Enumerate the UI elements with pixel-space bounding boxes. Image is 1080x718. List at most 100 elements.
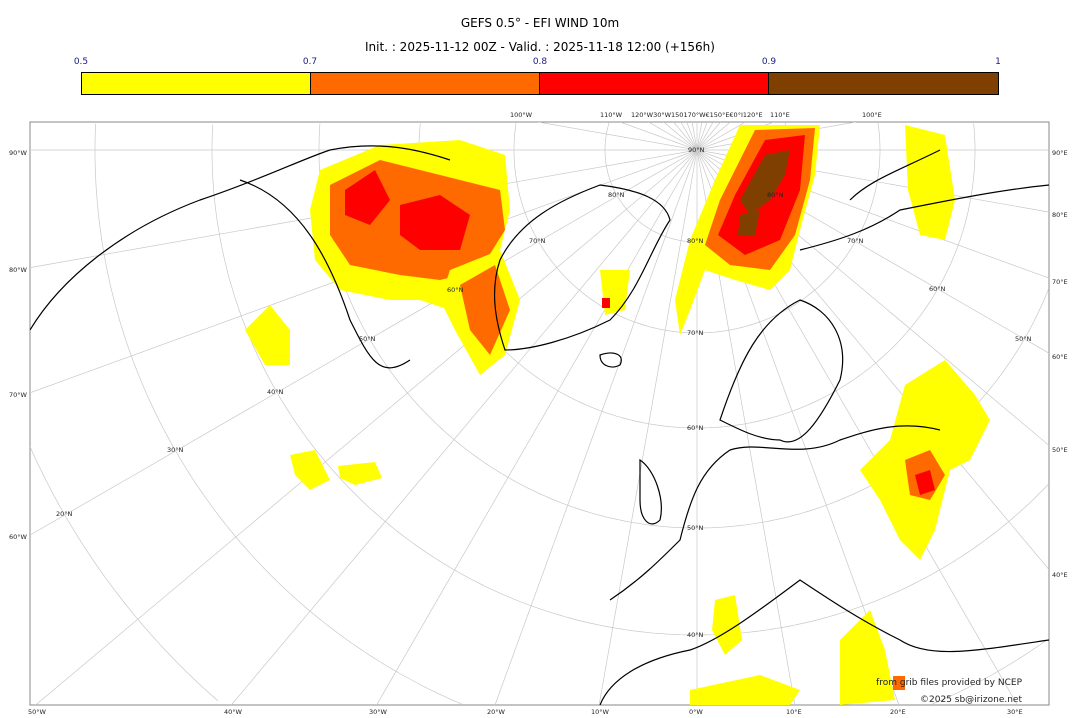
meridian-line	[619, 122, 698, 151]
latitude-circle	[513, 122, 881, 334]
lat-label: 50°N	[687, 524, 704, 532]
meridian-line	[696, 122, 746, 151]
lon-label: 60°W	[9, 533, 28, 541]
meridian-line	[648, 122, 698, 151]
meridian-line	[35, 149, 698, 705]
colorbar-bin-red	[540, 73, 769, 94]
copyright-credit: ©2025 sb@irizone.net	[920, 695, 1022, 705]
efi-area-red	[400, 195, 470, 250]
latitude-circle	[94, 123, 1047, 705]
meridian-line	[598, 149, 698, 705]
coastline-greenland	[493, 184, 671, 351]
colorbar-tick: 1	[995, 57, 1001, 67]
lon-label: 30°W	[369, 708, 388, 716]
efi-area-red	[915, 470, 935, 495]
meridian-line	[673, 122, 698, 151]
lat-label: 80°N	[687, 237, 704, 245]
lat-label: 60°N	[447, 286, 464, 294]
lon-label: 50°E	[1052, 446, 1068, 454]
lat-label: 90°N	[688, 146, 705, 154]
lon-label: 20°E	[890, 708, 906, 716]
lon-label: 80°E	[1052, 211, 1068, 219]
lon-label: 40°W	[224, 708, 243, 716]
latitude-circle	[211, 124, 1049, 636]
lat-label: 70°N	[687, 329, 704, 337]
lat-label: 70°N	[529, 237, 546, 245]
efi-area-yellow	[690, 675, 800, 705]
efi-area-orange	[460, 265, 510, 355]
coastlines	[30, 145, 1049, 705]
lon-label: 70°W	[9, 391, 28, 399]
coastline-scandinavia	[719, 299, 844, 443]
lon-label: 90°E	[1052, 149, 1068, 157]
meridian-line	[696, 122, 708, 151]
lon-label: 110°E	[770, 111, 790, 119]
lon-label: 120°W30°W150170°W€150°E€0°I120°E	[631, 111, 763, 119]
lat-label: 40°N	[267, 388, 284, 396]
meridian-line	[30, 149, 698, 536]
lat-label: 20°N	[56, 510, 73, 518]
lon-label: 70°E	[1052, 278, 1068, 286]
meridian-line	[696, 122, 731, 151]
coastline-iceland	[599, 352, 622, 368]
colorbar-bin-brown	[769, 73, 998, 94]
lat-label: 80°N	[608, 191, 625, 199]
efi-shading	[245, 125, 990, 705]
efi-area-yellow	[712, 595, 742, 655]
lon-label: 100°E	[862, 111, 882, 119]
colorbar-tick: 0.5	[73, 57, 89, 67]
coastline-europe	[599, 425, 1049, 705]
efi-area-yellow	[338, 462, 382, 485]
efi-area-yellow	[245, 305, 290, 365]
meridian-line	[696, 122, 714, 151]
lon-label: 40°E	[1052, 571, 1068, 579]
lat-label: 60°N	[929, 285, 946, 293]
lon-label: 100°W	[510, 111, 533, 119]
source-credit: from grib files provided by NCEP	[876, 678, 1023, 688]
lat-label: 50°N	[1015, 335, 1032, 343]
lon-label: 20°W	[487, 708, 506, 716]
colorbar-bin-yellow	[82, 73, 311, 94]
efi-area-orange	[893, 676, 905, 690]
meridian-line	[376, 149, 698, 705]
efi-area-red	[345, 170, 390, 225]
latitude-circle	[30, 446, 219, 702]
meridian-line	[696, 122, 703, 151]
meridian-line	[680, 122, 698, 151]
colorbar	[81, 72, 999, 95]
lat-label: 70°N	[847, 237, 864, 245]
lon-label: 80°W	[9, 266, 28, 274]
efi-area-red	[602, 298, 610, 308]
meridian-line	[696, 122, 721, 151]
lon-label: 60°E	[1052, 353, 1068, 361]
efi-area-brown	[738, 210, 760, 235]
lon-label: 110°W	[600, 111, 623, 119]
lon-label: 50°W	[28, 708, 47, 716]
lon-label: 10°E	[786, 708, 802, 716]
colorbar-bin-orange	[311, 73, 540, 94]
lat-label: 30°N	[167, 446, 184, 454]
colorbar-tick: 0.9	[761, 57, 777, 67]
coastline-canada	[30, 145, 451, 369]
map-frame	[29, 121, 1050, 706]
graticule	[30, 122, 1049, 705]
meridian-line	[663, 122, 698, 151]
meridian-line	[691, 122, 698, 151]
lat-label: 80°N	[767, 191, 784, 199]
meridian-line	[231, 149, 698, 705]
lat-label: 50°N	[359, 335, 376, 343]
colorbar-tick: 0.7	[302, 57, 318, 67]
lon-label: 30°E	[1007, 708, 1023, 716]
efi-area-yellow	[840, 610, 895, 705]
lon-label: 90°W	[9, 149, 28, 157]
efi-area-yellow	[905, 125, 955, 240]
efi-area-brown	[740, 150, 790, 215]
coastline-russia-arctic	[799, 149, 1049, 251]
map-title: GEFS 0.5° - EFI WIND 10m	[460, 16, 620, 30]
meridian-line	[494, 149, 698, 705]
lon-label: 0°W	[689, 708, 703, 716]
lat-label: 40°N	[687, 631, 704, 639]
meridian-line	[686, 122, 698, 151]
